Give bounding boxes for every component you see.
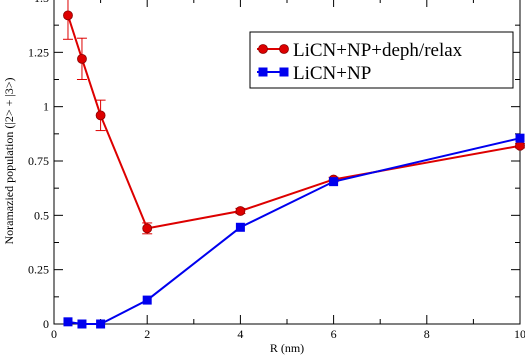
y-tick-label: 1.25 [28, 45, 49, 59]
axis-ticks: 0 2 4 6 8 10 0 0.25 0.5 0.75 1 1.25 1.5 [28, 0, 525, 341]
y-tick-label: 1.5 [34, 0, 49, 5]
data-point [63, 317, 73, 327]
y-tick-label: 0 [43, 317, 49, 331]
data-point [235, 222, 245, 232]
x-tick-label: 8 [424, 327, 430, 341]
x-tick-label: 6 [331, 327, 337, 341]
data-point [329, 177, 339, 187]
y-tick-label: 0.75 [28, 154, 49, 168]
data-point [77, 319, 87, 329]
data-point [235, 206, 246, 216]
data-point [96, 319, 106, 329]
data-point [95, 110, 106, 121]
legend-marker-deph-relax [279, 44, 289, 54]
y-axis-label: Noramazied population (|2> + |3>) [2, 77, 16, 244]
x-tick-label: 0 [51, 327, 57, 341]
legend-box [249, 31, 514, 89]
data-point [142, 295, 152, 305]
x-axis-label: R (nm) [270, 341, 304, 355]
legend-marker-licn-np [258, 67, 268, 77]
data-point [515, 133, 525, 143]
legend-label-licn-np: LiCN+NP [293, 63, 371, 84]
x-tick-label: 10 [514, 327, 525, 341]
series-layer [62, 0, 525, 329]
data-point [142, 223, 153, 234]
data-point [77, 53, 87, 64]
y-tick-label: 0.5 [34, 208, 49, 222]
y-tick-label: 0.25 [28, 263, 49, 277]
x-tick-label: 4 [237, 327, 243, 341]
legend: LiCN+NP+deph/relax LiCN+NP [249, 31, 514, 89]
legend-label-deph-relax: LiCN+NP+deph/relax [293, 40, 463, 61]
data-point [63, 10, 73, 21]
series-licn-np [63, 133, 525, 329]
legend-marker-licn-np [279, 67, 289, 77]
y-tick-label: 1 [43, 100, 49, 114]
x-tick-label: 2 [144, 327, 150, 341]
series-line [67, 137, 521, 325]
legend-marker-deph-relax [258, 44, 268, 54]
